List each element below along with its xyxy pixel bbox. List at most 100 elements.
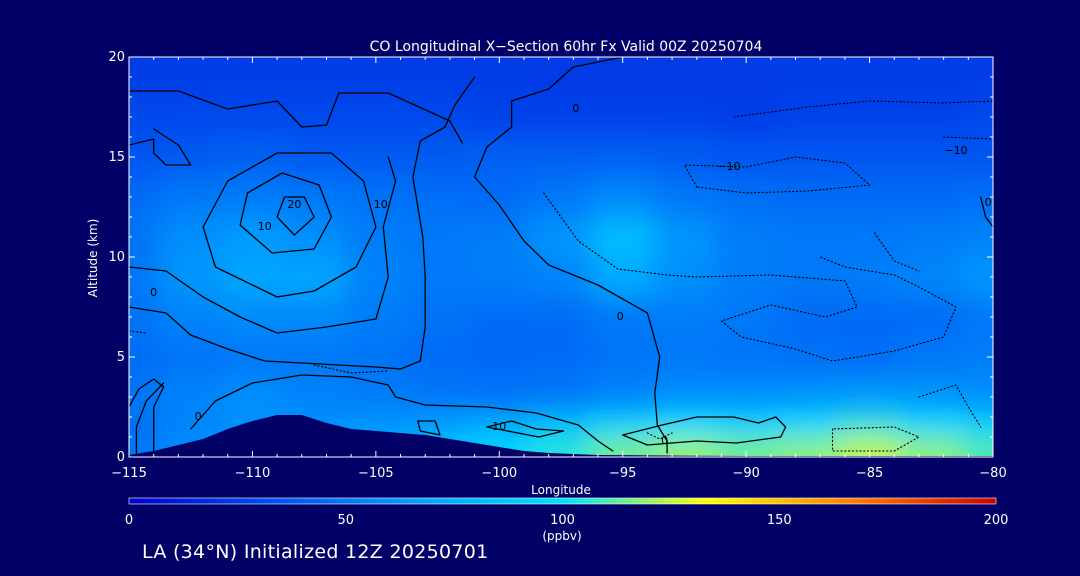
heatmap-cell bbox=[777, 437, 840, 457]
heatmap-cell bbox=[838, 437, 902, 457]
heatmap-cell bbox=[591, 412, 655, 438]
contour-lines bbox=[129, 57, 993, 454]
heatmap-cell bbox=[530, 437, 593, 457]
contour-line-dotted bbox=[943, 136, 993, 140]
heatmap-cell bbox=[962, 137, 993, 178]
heatmap-cell bbox=[653, 217, 717, 258]
heatmap-cell bbox=[406, 377, 470, 413]
x-tick-label: −85 bbox=[856, 466, 883, 481]
y-tick-label: 10 bbox=[108, 250, 125, 265]
heatmap-cell bbox=[777, 337, 840, 378]
heatmap-cell bbox=[591, 177, 655, 218]
heatmap-cell bbox=[962, 377, 993, 413]
contour-line-dotted bbox=[733, 100, 993, 118]
heatmap-cell bbox=[653, 177, 717, 218]
heatmap-cell bbox=[591, 377, 655, 413]
heatmap-cell bbox=[129, 412, 161, 438]
heatmap-cell bbox=[283, 297, 346, 338]
heatmap-cell bbox=[900, 217, 964, 258]
heatmap-cell bbox=[530, 377, 593, 413]
y-tick-label: 0 bbox=[117, 450, 125, 465]
x-tick-label: −80 bbox=[979, 466, 1006, 481]
heatmap-cell bbox=[777, 57, 840, 98]
heatmap-cell bbox=[653, 297, 717, 338]
contour-line-dotted bbox=[918, 384, 982, 428]
heatmap-cell bbox=[838, 57, 902, 98]
heatmap-cell bbox=[159, 257, 223, 298]
heatmap-cell bbox=[715, 297, 778, 338]
heatmap-cell bbox=[715, 257, 778, 298]
heatmap-cell bbox=[900, 337, 964, 378]
heatmap-cell bbox=[468, 217, 532, 258]
heatmap-cell bbox=[715, 377, 778, 413]
heatmap-cell bbox=[530, 297, 593, 338]
contour-label: 20 bbox=[287, 198, 301, 211]
contour-label: 10 bbox=[374, 198, 388, 211]
heatmap-cell bbox=[962, 217, 993, 258]
heatmap-cell bbox=[406, 257, 470, 298]
contour-line-solid bbox=[129, 156, 397, 334]
heatmap-cell bbox=[129, 297, 161, 338]
colorbar-ticks: 0 50 100 150 200 bbox=[125, 513, 1009, 528]
heatmap-cell bbox=[345, 177, 408, 218]
heatmap-cell bbox=[159, 137, 223, 178]
heatmap-cell bbox=[777, 177, 840, 218]
heatmap-cell bbox=[715, 437, 778, 457]
heatmap-cell bbox=[221, 97, 285, 138]
heatmap-cell bbox=[159, 217, 223, 258]
heatmap-cell bbox=[838, 412, 902, 438]
heatmap-cell bbox=[283, 217, 346, 258]
heatmap-cell bbox=[653, 257, 717, 298]
colorbar-tick-label: 50 bbox=[337, 513, 354, 528]
x-axis-label: Longitude bbox=[531, 483, 591, 497]
heatmap-cell bbox=[468, 297, 532, 338]
heatmap-cell bbox=[221, 57, 285, 98]
heatmap-cell bbox=[530, 97, 593, 138]
heatmap-cell bbox=[283, 97, 346, 138]
colorbar-gradient bbox=[128, 497, 997, 505]
x-tick-label: −100 bbox=[481, 466, 517, 481]
heatmap-cell bbox=[653, 377, 717, 413]
y-tick-label: 5 bbox=[117, 350, 125, 365]
heatmap-cell bbox=[715, 137, 778, 178]
heatmap-cell bbox=[900, 377, 964, 413]
colorbar-tick-label: 0 bbox=[125, 513, 133, 528]
heatmap-cell bbox=[221, 137, 285, 178]
x-tick-label: −115 bbox=[111, 466, 147, 481]
contour-line-dotted bbox=[873, 232, 920, 272]
contour-label: 0 bbox=[150, 286, 157, 299]
colorbar: 0 50 100 150 200 (ppbv) bbox=[125, 497, 1009, 543]
contour-line-solid bbox=[129, 90, 463, 144]
heatmap-cell bbox=[962, 437, 993, 457]
heatmap-cell bbox=[406, 137, 470, 178]
contour-line-dotted bbox=[683, 156, 871, 194]
heatmap-cell bbox=[777, 257, 840, 298]
heatmap-cell bbox=[221, 177, 285, 218]
heatmap-cell bbox=[283, 337, 346, 378]
heatmap-cell bbox=[468, 177, 532, 218]
heatmap-cell bbox=[591, 57, 655, 98]
heatmap-cell bbox=[838, 97, 902, 138]
x-tick-label: −90 bbox=[732, 466, 759, 481]
heatmap-cell bbox=[129, 97, 161, 138]
heatmap-cell bbox=[962, 97, 993, 138]
heatmap-cell bbox=[715, 177, 778, 218]
heatmap-cell bbox=[406, 217, 470, 258]
heatmap-cell bbox=[129, 377, 161, 413]
contour-label: 0 bbox=[985, 196, 992, 209]
heatmap-cell bbox=[468, 57, 532, 98]
terrain-silhouette bbox=[129, 415, 993, 457]
contour-label: 0 bbox=[617, 310, 624, 323]
chart-title: CO Longitudinal X−Section 60hr Fx Valid … bbox=[370, 39, 763, 55]
contour-line-solid bbox=[129, 378, 165, 452]
contour-label: 0 bbox=[195, 410, 202, 423]
heatmap-cell bbox=[591, 337, 655, 378]
heatmap-cell bbox=[345, 257, 408, 298]
colorbar-tick-label: 100 bbox=[550, 513, 575, 528]
heatmap-cell bbox=[653, 57, 717, 98]
contour-labels: 0 10 20 10 0 0 0 10 0 −10 −10 0 bbox=[150, 102, 991, 447]
heatmap-cell bbox=[406, 177, 470, 218]
heatmap-cell bbox=[777, 377, 840, 413]
heatmap-cell bbox=[406, 412, 470, 438]
